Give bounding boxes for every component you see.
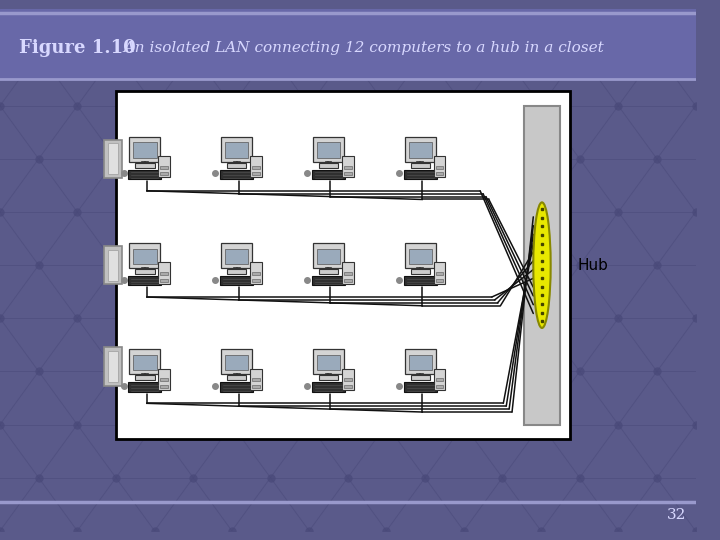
Bar (313, 137, 344, 162)
Bar (104, 246, 122, 285)
Bar (404, 170, 436, 179)
Bar (104, 347, 122, 386)
Bar (116, 91, 570, 439)
Bar (404, 382, 436, 392)
Bar (221, 137, 252, 162)
Bar (433, 156, 446, 177)
Bar (342, 368, 354, 390)
Text: Hub: Hub (577, 258, 608, 273)
Bar (436, 166, 444, 168)
Bar (344, 172, 351, 176)
Bar (220, 382, 253, 392)
Bar (523, 106, 560, 424)
Bar (317, 249, 340, 264)
Bar (405, 137, 436, 162)
Bar (344, 279, 351, 281)
Bar (135, 269, 155, 274)
Ellipse shape (534, 202, 551, 328)
Bar (130, 349, 161, 374)
Bar (108, 144, 118, 174)
Bar (436, 385, 444, 388)
Bar (161, 272, 168, 275)
Bar (405, 243, 436, 268)
Bar (135, 375, 155, 380)
Bar (130, 137, 161, 162)
Bar (436, 272, 444, 275)
Bar (133, 249, 156, 264)
Bar (313, 349, 344, 374)
Bar (161, 385, 168, 388)
Bar (409, 143, 432, 158)
Bar (319, 269, 338, 274)
Bar (252, 385, 260, 388)
Bar (227, 375, 246, 380)
Bar (158, 156, 170, 177)
Bar (251, 262, 262, 284)
Bar (252, 279, 260, 281)
Bar (128, 170, 161, 179)
Bar (251, 156, 262, 177)
Bar (344, 378, 351, 381)
Bar (436, 378, 444, 381)
Bar (220, 276, 253, 286)
Bar (344, 385, 351, 388)
Bar (221, 243, 252, 268)
Bar (158, 262, 170, 284)
Bar (108, 249, 118, 281)
Bar (317, 143, 340, 158)
Bar (227, 269, 246, 274)
Bar (409, 355, 432, 370)
Bar (161, 279, 168, 281)
Bar (128, 382, 161, 392)
Bar (251, 368, 262, 390)
Bar (133, 143, 156, 158)
Bar (319, 375, 338, 380)
Bar (161, 378, 168, 381)
Bar (342, 156, 354, 177)
Bar (410, 163, 430, 167)
Bar (135, 163, 155, 167)
Bar (0, 9, 696, 79)
Bar (344, 166, 351, 168)
Bar (317, 355, 340, 370)
Bar (410, 375, 430, 380)
Bar (436, 172, 444, 176)
Text: An isolated LAN connecting 12 computers to a hub in a closet: An isolated LAN connecting 12 computers … (114, 41, 604, 55)
Bar (221, 349, 252, 374)
Bar (312, 170, 345, 179)
Bar (410, 269, 430, 274)
Bar (225, 355, 248, 370)
Bar (252, 272, 260, 275)
Bar (344, 272, 351, 275)
Bar (227, 163, 246, 167)
Bar (225, 249, 248, 264)
Bar (252, 172, 260, 176)
Bar (319, 163, 338, 167)
Bar (312, 276, 345, 286)
Bar (161, 166, 168, 168)
Bar (161, 172, 168, 176)
Bar (404, 276, 436, 286)
Bar (220, 170, 253, 179)
Bar (312, 382, 345, 392)
Bar (436, 279, 444, 281)
Bar (252, 378, 260, 381)
Bar (433, 262, 446, 284)
Text: Figure 1.10: Figure 1.10 (19, 39, 136, 57)
Bar (405, 349, 436, 374)
Text: 32: 32 (667, 508, 686, 522)
Bar (158, 368, 170, 390)
Bar (252, 166, 260, 168)
Bar (108, 351, 118, 382)
Bar (128, 276, 161, 286)
Bar (104, 139, 122, 178)
Bar (409, 249, 432, 264)
Bar (313, 243, 344, 268)
Bar (130, 243, 161, 268)
Bar (433, 368, 446, 390)
Bar (225, 143, 248, 158)
Bar (342, 262, 354, 284)
Bar (133, 355, 156, 370)
